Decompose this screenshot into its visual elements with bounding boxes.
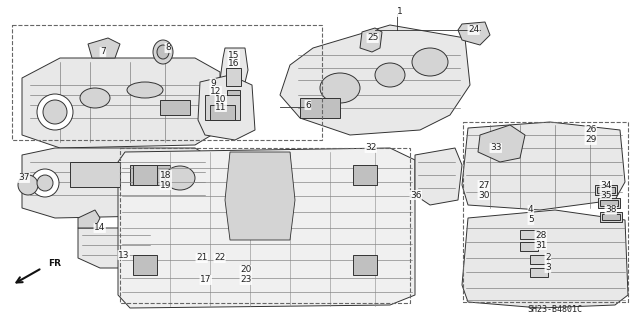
Polygon shape [227,90,240,102]
Ellipse shape [80,88,110,108]
Text: 1: 1 [397,8,403,17]
Polygon shape [478,125,525,162]
Polygon shape [210,105,235,120]
Polygon shape [130,165,170,185]
Polygon shape [360,28,382,52]
Text: 28: 28 [535,231,547,240]
Text: 31: 31 [535,241,547,249]
Text: 29: 29 [585,136,596,145]
Text: 3: 3 [545,263,551,272]
Text: 2: 2 [545,254,550,263]
Text: 7: 7 [100,48,106,56]
Text: 6: 6 [305,100,311,109]
Ellipse shape [157,45,169,59]
Ellipse shape [31,169,59,197]
Polygon shape [602,214,620,220]
Text: 38: 38 [605,205,616,214]
Polygon shape [88,38,120,58]
Text: 17: 17 [200,276,211,285]
Ellipse shape [18,175,38,195]
Polygon shape [70,162,120,187]
Text: 4: 4 [528,205,534,214]
Polygon shape [220,48,248,110]
Polygon shape [198,75,255,140]
Text: 24: 24 [468,26,479,34]
Text: 26: 26 [585,125,596,135]
Text: 20: 20 [240,265,252,275]
Text: FR: FR [48,259,61,269]
Text: 23: 23 [240,276,252,285]
Polygon shape [280,25,470,135]
Polygon shape [353,165,377,185]
Polygon shape [205,95,240,120]
Polygon shape [600,212,622,222]
Polygon shape [530,268,548,277]
Text: 18: 18 [160,170,172,180]
Polygon shape [458,22,490,45]
Ellipse shape [127,82,163,98]
Text: SH23-B4801C: SH23-B4801C [527,306,582,315]
Polygon shape [133,255,157,275]
Text: 12: 12 [210,86,221,95]
Polygon shape [462,210,628,308]
Ellipse shape [37,94,73,130]
Text: 11: 11 [215,102,227,112]
Text: 5: 5 [528,216,534,225]
Polygon shape [78,210,100,228]
Ellipse shape [165,166,195,190]
Polygon shape [133,165,157,185]
Polygon shape [520,230,538,239]
Text: 32: 32 [365,144,376,152]
Polygon shape [78,228,155,268]
Text: 14: 14 [94,224,106,233]
Text: 30: 30 [478,190,490,199]
Text: 15: 15 [228,50,239,60]
Ellipse shape [320,73,360,103]
Polygon shape [600,200,618,206]
Text: 13: 13 [118,250,129,259]
Text: 25: 25 [367,33,378,42]
Ellipse shape [412,48,448,76]
Text: 33: 33 [490,144,502,152]
Text: 16: 16 [228,58,239,68]
Polygon shape [415,148,462,205]
Polygon shape [226,68,241,86]
Text: 27: 27 [478,181,490,189]
Polygon shape [598,198,620,208]
Text: 35: 35 [600,190,611,199]
Text: 8: 8 [165,43,171,53]
Text: 37: 37 [18,174,29,182]
Polygon shape [118,148,415,308]
Polygon shape [225,152,295,240]
Polygon shape [530,255,548,264]
Polygon shape [597,187,615,193]
Polygon shape [462,122,625,210]
Polygon shape [595,185,617,195]
Text: 9: 9 [210,78,216,87]
Ellipse shape [37,175,53,191]
Ellipse shape [375,63,405,87]
Ellipse shape [153,40,173,64]
Polygon shape [300,98,340,118]
Text: 10: 10 [215,94,227,103]
Polygon shape [160,100,190,115]
Polygon shape [520,242,538,251]
Text: 21: 21 [196,254,207,263]
Text: 19: 19 [160,181,172,189]
Polygon shape [353,255,377,275]
Polygon shape [22,148,215,218]
Text: 34: 34 [600,181,611,189]
Text: 36: 36 [410,190,422,199]
Polygon shape [22,58,220,148]
Text: 22: 22 [214,254,225,263]
Ellipse shape [43,100,67,124]
